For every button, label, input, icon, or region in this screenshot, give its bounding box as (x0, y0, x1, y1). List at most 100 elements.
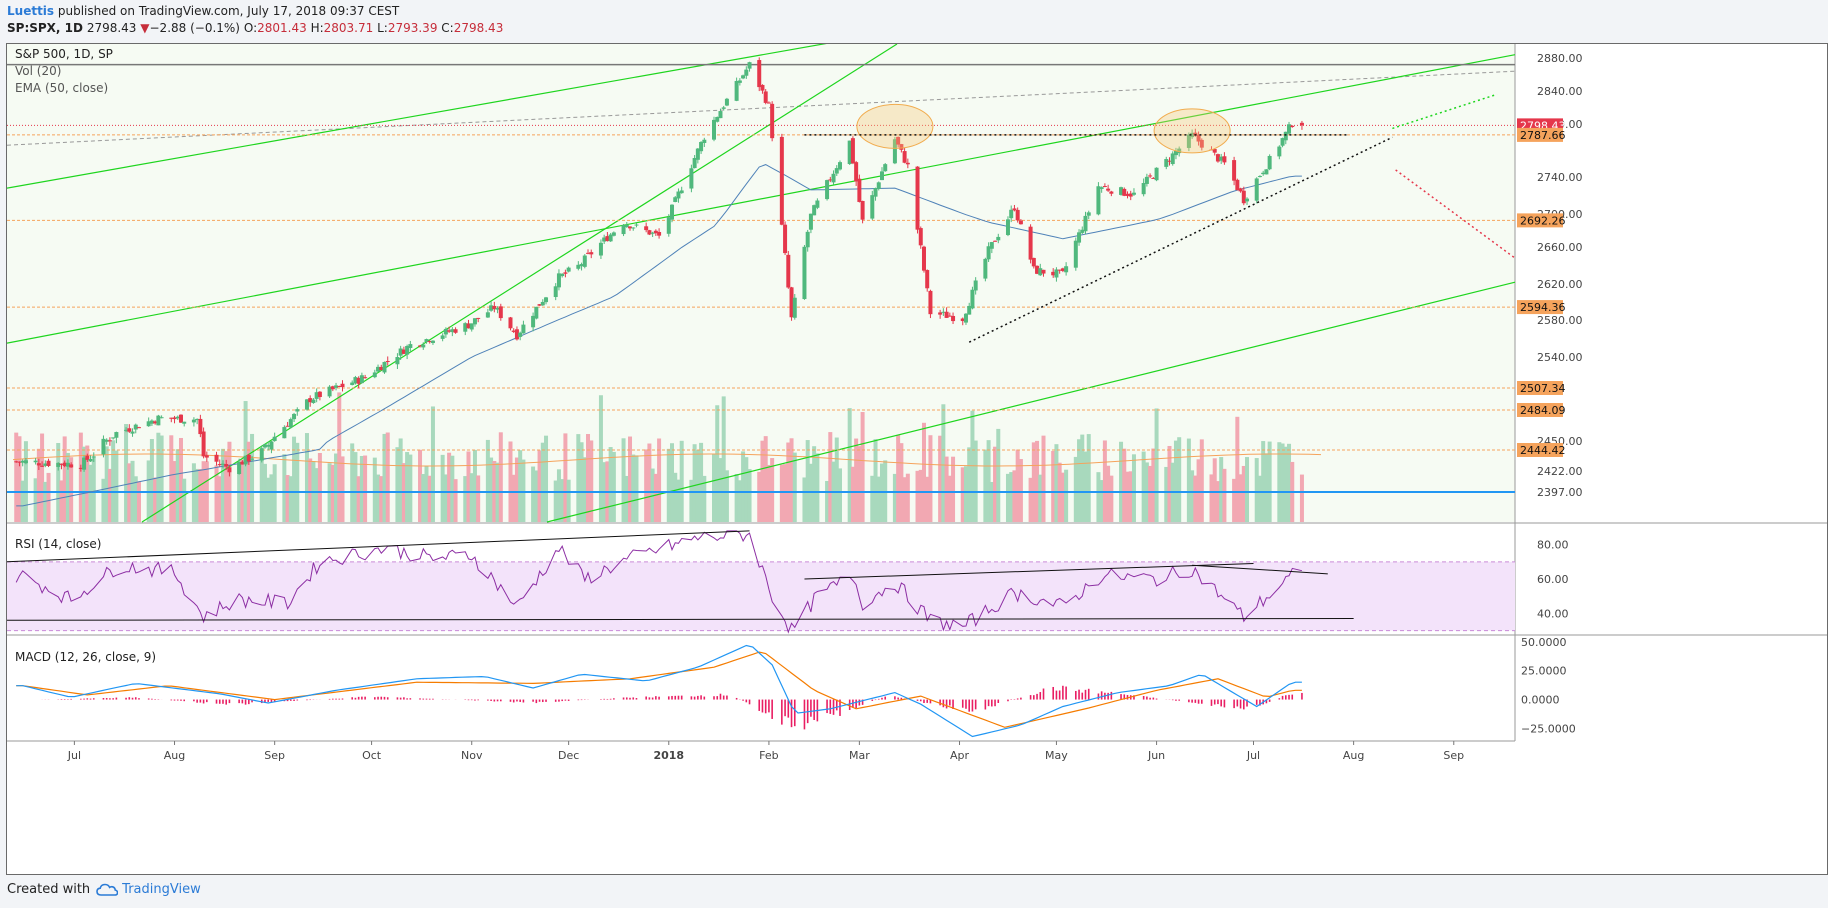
candle-body (825, 180, 830, 200)
candle-body (353, 377, 358, 384)
candle-body (172, 417, 177, 420)
volume-bar (136, 481, 141, 522)
volume-bar (925, 476, 930, 522)
candle-body (1028, 226, 1033, 260)
volume-bar (469, 473, 474, 522)
volume-bar (553, 480, 558, 522)
volume-bar (947, 475, 952, 522)
volume-bar (334, 453, 339, 522)
volume-bar (317, 452, 322, 522)
candle-body (1141, 183, 1146, 195)
time-tick-label: Feb (759, 749, 778, 762)
chart-area[interactable]: 2880.002840.002800.002740.002700.002660.… (6, 0, 1828, 875)
volume-bar (292, 436, 297, 522)
volume-bar (1277, 442, 1282, 522)
chart-svg[interactable]: 2880.002840.002800.002740.002700.002660.… (6, 0, 1827, 874)
candle-body (418, 345, 423, 347)
volume-bar (1212, 458, 1217, 522)
candle-body (1083, 215, 1088, 232)
volume-bar (850, 466, 855, 522)
ema-indicator-label: EMA (50, close) (15, 81, 108, 95)
time-tick-label: Nov (461, 749, 483, 762)
candle-body (808, 213, 813, 230)
price-tick-label: 2840.00 (1537, 85, 1583, 98)
candle-body (363, 377, 368, 379)
volume-bar (825, 480, 830, 522)
open-label: O: (243, 21, 258, 35)
candle-body (579, 264, 584, 267)
support-trend-dotted (968, 136, 1393, 343)
price-label-text: 2787.66 (1520, 129, 1566, 142)
quote-header: SP:SPX, 1D 2798.43 ▼−2.88 (−0.1%) O:2801… (7, 21, 503, 35)
candle-body (766, 102, 771, 104)
candle-body (327, 386, 332, 397)
candle-body (237, 461, 242, 474)
volume-bar (653, 473, 658, 522)
volume-bar (1099, 480, 1104, 522)
candle-body (802, 246, 807, 300)
volume-bar (259, 457, 264, 522)
candle-body (783, 224, 788, 254)
time-tick-label: Oct (362, 749, 382, 762)
volume-bar (214, 465, 219, 522)
resistance-ellipse (1153, 108, 1231, 154)
candle-body (556, 273, 561, 288)
volume-bar (1080, 434, 1085, 522)
candle-body (854, 162, 859, 182)
price-label-text: 2692.26 (1520, 214, 1566, 227)
candle-body (537, 304, 542, 306)
volume-bar (760, 440, 765, 522)
tradingview-brand[interactable]: TradingView (96, 882, 201, 897)
volume-bar (111, 440, 116, 522)
candle-body (111, 437, 116, 439)
volume-bar (608, 447, 613, 522)
candle-body (631, 227, 636, 229)
volume-bar (266, 477, 271, 522)
candle-body (178, 414, 183, 423)
price-label-box (1517, 127, 1563, 142)
volume-bar (1164, 466, 1169, 522)
candle-body (1232, 160, 1237, 181)
candle-body (715, 116, 720, 122)
candle-body (398, 348, 403, 356)
candle-body (1038, 268, 1043, 276)
volume-bar (288, 476, 293, 522)
volume-bar (854, 438, 859, 522)
candle-body (88, 458, 93, 462)
author-link[interactable]: Luettis (7, 4, 55, 18)
time-tick-label: Aug (164, 749, 185, 762)
volume-bar (1083, 451, 1088, 522)
candle-body (246, 454, 251, 462)
volume-bar (1167, 445, 1172, 522)
volume-bar (537, 450, 542, 522)
channel-lower-line (546, 281, 1516, 523)
candle-body (1073, 240, 1078, 268)
candle-body (266, 444, 271, 447)
candle-body (385, 360, 390, 362)
volume-bar (1173, 440, 1178, 522)
volume-bar (1264, 453, 1269, 522)
volume-bar (679, 440, 684, 522)
candle-body (1215, 154, 1220, 162)
candle-body (1080, 229, 1085, 233)
price-label-box (1517, 300, 1563, 315)
volume-bar (246, 441, 251, 522)
candle-body (1154, 167, 1159, 181)
candle-body (763, 91, 768, 103)
candle-body (40, 465, 45, 467)
candle-body (628, 226, 633, 229)
candle-body (741, 75, 746, 79)
volume-bar (485, 439, 490, 522)
volume-bar (421, 474, 426, 522)
volume-bar (1054, 444, 1059, 522)
candle-body (295, 409, 300, 412)
candle-body (450, 329, 455, 333)
volume-bar (644, 449, 649, 522)
volume-bar (676, 479, 681, 522)
candle-body (1222, 156, 1227, 163)
volume-bar (175, 449, 180, 522)
candle-body (883, 164, 888, 172)
volume-bar (308, 458, 313, 522)
candle-body (382, 361, 387, 373)
volume-bar (847, 408, 852, 522)
